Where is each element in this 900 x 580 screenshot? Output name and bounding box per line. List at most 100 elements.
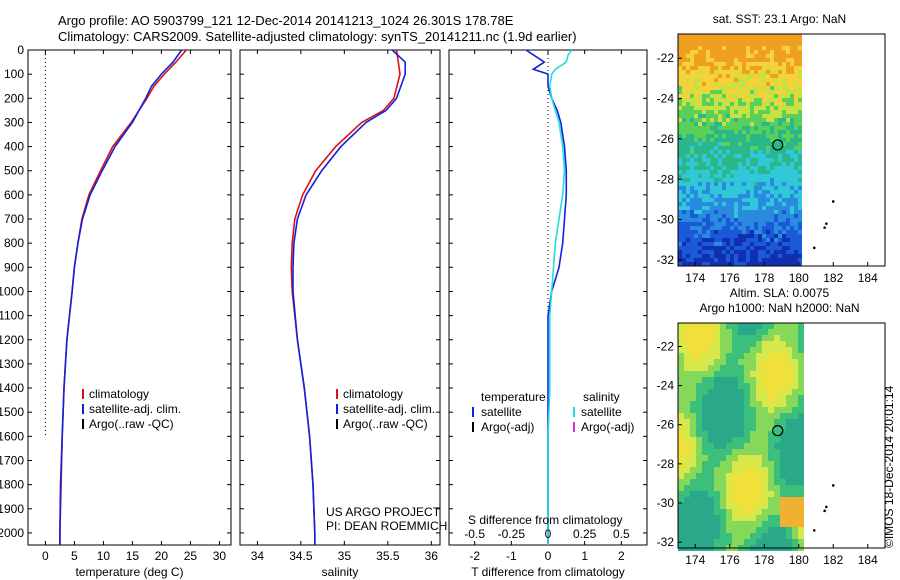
map-cell [750, 401, 756, 407]
map-cell [726, 130, 730, 134]
map-cell [758, 42, 762, 46]
map-cell [756, 539, 762, 545]
map-cell [768, 533, 774, 539]
map-cell [714, 50, 718, 54]
map-cell [690, 34, 694, 38]
map-cell [762, 94, 766, 98]
map-cell [690, 42, 694, 46]
map-cell [702, 491, 708, 497]
map-cell [678, 262, 682, 266]
map-cell [720, 323, 726, 329]
map-cell [750, 210, 754, 214]
map-cell [780, 485, 786, 491]
map-cell [768, 503, 774, 509]
map-cell [756, 443, 762, 449]
map-xtick-label: 182 [823, 553, 843, 567]
map-cell [690, 166, 694, 170]
diff-s-xlabel: S difference from climatology [468, 513, 623, 527]
map-cell [750, 485, 756, 491]
map-cell [738, 521, 744, 527]
map-cell [786, 473, 792, 479]
map-cell [758, 166, 762, 170]
map-cell [690, 86, 694, 90]
map-cell [756, 521, 762, 527]
map-cell [770, 198, 774, 202]
map-cell [798, 170, 802, 174]
map-cell [742, 42, 746, 46]
map-cell [766, 142, 770, 146]
map-cell [770, 42, 774, 46]
map-cell [778, 146, 782, 150]
map-cell [682, 134, 686, 138]
map-cell [690, 94, 694, 98]
map-cell [762, 62, 766, 66]
map-cell [774, 491, 780, 497]
map-cell [738, 365, 744, 371]
map-cell [718, 202, 722, 206]
map-cell [778, 86, 782, 90]
map-cell [750, 242, 754, 246]
map-cell [766, 98, 770, 102]
map-cell [794, 154, 798, 158]
map-cell [686, 74, 690, 78]
map-cell [702, 509, 708, 515]
map-cell [774, 371, 780, 377]
map-cell [798, 222, 802, 226]
map-cell [774, 74, 778, 78]
map-cell [734, 42, 738, 46]
map-cell [726, 341, 732, 347]
map-cell [678, 242, 682, 246]
map-cell [722, 210, 726, 214]
map-cell [780, 389, 786, 395]
map-cell [790, 70, 794, 74]
map-cell [682, 234, 686, 238]
map-cell [678, 202, 682, 206]
map-cell [732, 365, 738, 371]
map-cell [754, 210, 758, 214]
map-cell [702, 353, 708, 359]
panel-1-xtick-label: 36 [425, 549, 439, 563]
map-cell [710, 50, 714, 54]
map-cell [732, 377, 738, 383]
map-cell [694, 206, 698, 210]
map-cell [678, 497, 684, 503]
map-cell [758, 254, 762, 258]
map-cell [702, 178, 706, 182]
map-cell [774, 46, 778, 50]
map-cell [774, 230, 778, 234]
map-cell [702, 38, 706, 42]
panel-0-xtick-label: 0 [42, 549, 49, 563]
map-cell [794, 170, 798, 174]
map-cell [734, 262, 738, 266]
map-cell [768, 461, 774, 467]
map-cell [754, 250, 758, 254]
y-tick-label: 1300 [0, 357, 24, 371]
map-cell [762, 214, 766, 218]
map-cell [698, 58, 702, 62]
map-cell [720, 407, 726, 413]
map-cell [766, 202, 770, 206]
map-cell [746, 62, 750, 66]
map-cell [710, 46, 714, 50]
map-cell [754, 150, 758, 154]
map-cell [782, 150, 786, 154]
map-cell [734, 74, 738, 78]
map-cell [762, 46, 766, 50]
y-tick-label: 600 [4, 188, 24, 202]
map-cell [744, 533, 750, 539]
map-cell [686, 230, 690, 234]
map-cell [714, 485, 720, 491]
map-cell [786, 138, 790, 142]
map-cell [798, 503, 804, 509]
map-cell [762, 138, 766, 142]
map-cell [762, 198, 766, 202]
map-cell [702, 419, 708, 425]
map-cell [790, 166, 794, 170]
map-cell [726, 533, 732, 539]
map-cell [690, 142, 694, 146]
map-cell [718, 158, 722, 162]
map-cell [708, 377, 714, 383]
map-cell [714, 38, 718, 42]
map-cell [684, 515, 690, 521]
map-cell [786, 395, 792, 401]
